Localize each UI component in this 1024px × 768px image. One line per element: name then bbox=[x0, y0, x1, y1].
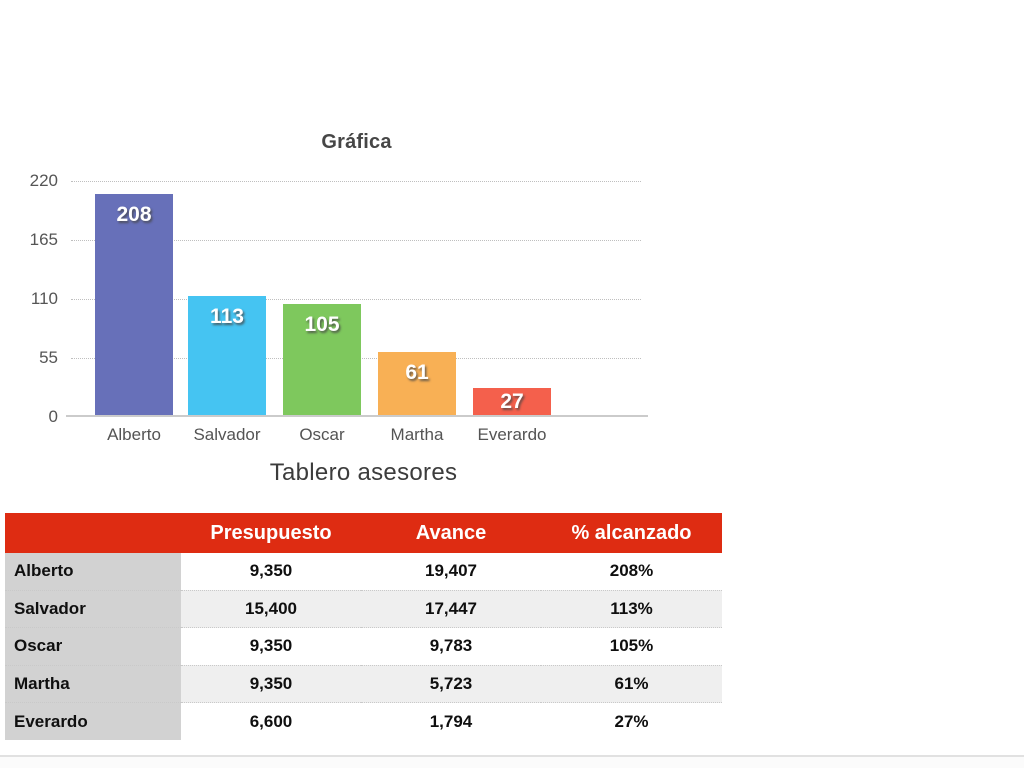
x-axis-label: Everardo bbox=[477, 425, 547, 444]
bar-salvador: 113 bbox=[188, 295, 266, 417]
bar-value-label: 105 bbox=[304, 313, 340, 337]
row-name-cell: Everardo bbox=[5, 702, 181, 740]
table-header-row: Presupuesto Avance% alcanzado bbox=[5, 513, 722, 553]
alcanzado-cell: 113% bbox=[541, 589, 722, 628]
row-name-cell: Salvador bbox=[5, 589, 181, 628]
avance-cell: 19,407 bbox=[361, 553, 541, 591]
y-tick-label: 165 bbox=[29, 230, 58, 249]
table-row-martha: Martha 9,350 5,723 61% bbox=[5, 664, 722, 703]
y-tick-label: 0 bbox=[48, 407, 58, 426]
presupuesto-cell: 9,350 bbox=[181, 553, 361, 591]
avance-cell: 9,783 bbox=[361, 627, 541, 666]
header-cell-presupuesto: Presupuesto bbox=[181, 513, 361, 553]
bottom-divider bbox=[0, 755, 1024, 757]
x-axis-label: Oscar bbox=[299, 425, 345, 444]
header-cell-name bbox=[5, 513, 181, 553]
gridline bbox=[71, 240, 641, 241]
chart-baseline bbox=[66, 415, 648, 417]
gridline bbox=[71, 299, 641, 300]
presupuesto-cell: 9,350 bbox=[181, 664, 361, 703]
table-row-everardo: Everardo 6,600 1,794 27% bbox=[5, 702, 722, 740]
table-row-salvador: Salvador 15,400 17,447 113% bbox=[5, 589, 722, 628]
row-name-cell: Alberto bbox=[5, 553, 181, 591]
bar-oscar: 105 bbox=[283, 304, 361, 417]
x-axis-label: Alberto bbox=[107, 425, 161, 444]
row-name-cell: Oscar bbox=[5, 627, 181, 666]
table-body: Alberto 9,350 19,407 208% Salvador 15,400 17,4… bbox=[5, 553, 722, 740]
alcanzado-cell: 105% bbox=[541, 627, 722, 666]
presupuesto-cell: 15,400 bbox=[181, 589, 361, 628]
bar-everardo: 27 bbox=[473, 388, 551, 417]
x-axis-label: Salvador bbox=[193, 425, 261, 444]
avance-cell: 1,794 bbox=[361, 702, 541, 740]
header-cell-alcanzado: % alcanzado bbox=[541, 513, 722, 553]
row-name-cell: Martha bbox=[5, 664, 181, 703]
bar-chart: Gráfica 208 113 105 61 27 0 55 110 165 220 Alber… bbox=[0, 125, 690, 455]
alcanzado-cell: 61% bbox=[541, 664, 722, 703]
table-header: Presupuesto Avance% alcanzado bbox=[5, 513, 722, 553]
y-tick-label: 220 bbox=[29, 171, 58, 190]
table-row-alberto: Alberto 9,350 19,407 208% bbox=[5, 553, 722, 591]
chart-title: Gráfica bbox=[321, 131, 392, 153]
bar-value-label: 113 bbox=[210, 304, 244, 328]
y-tick-label: 110 bbox=[30, 289, 58, 308]
avance-cell: 5,723 bbox=[361, 664, 541, 703]
bar-alberto: 208 bbox=[95, 193, 173, 417]
bottom-margin-area bbox=[0, 757, 1024, 768]
presupuesto-cell: 6,600 bbox=[181, 702, 361, 740]
bar-martha: 61 bbox=[378, 351, 456, 417]
header-cell-avance: Avance bbox=[361, 513, 541, 553]
y-tick-label: 55 bbox=[39, 348, 58, 367]
alcanzado-cell: 27% bbox=[541, 702, 722, 740]
x-axis-label: Martha bbox=[390, 425, 444, 444]
alcanzado-cell: 208% bbox=[541, 553, 722, 591]
table-row-oscar: Oscar 9,350 9,783 105% bbox=[5, 627, 722, 666]
tablero-table: Presupuesto Avance% alcanzado Alberto 9,35… bbox=[5, 513, 722, 740]
avance-cell: 17,447 bbox=[361, 589, 541, 628]
bar-value-label: 27 bbox=[500, 389, 524, 413]
chart-plot-area: 208 113 105 61 27 bbox=[68, 181, 645, 417]
table-title: Tablero asesores bbox=[269, 459, 458, 486]
presupuesto-cell: 9,350 bbox=[181, 627, 361, 666]
bar-value-label: 208 bbox=[116, 202, 152, 226]
gridline bbox=[71, 181, 641, 182]
bar-value-label: 61 bbox=[405, 360, 429, 384]
